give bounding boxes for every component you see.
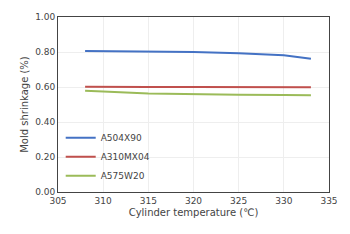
svg-text:A310MX04: A310MX04 xyxy=(101,152,150,162)
svg-text:0.40: 0.40 xyxy=(35,117,55,127)
svg-text:0.80: 0.80 xyxy=(35,47,55,57)
svg-text:320: 320 xyxy=(185,196,202,206)
svg-text:325: 325 xyxy=(230,196,247,206)
svg-text:310: 310 xyxy=(95,196,112,206)
svg-text:305: 305 xyxy=(49,196,66,206)
svg-text:A504X90: A504X90 xyxy=(101,133,142,143)
svg-text:0.60: 0.60 xyxy=(35,82,55,92)
svg-text:A575W20: A575W20 xyxy=(101,171,145,181)
svg-text:330: 330 xyxy=(275,196,292,206)
svg-text:0.20: 0.20 xyxy=(35,152,55,162)
svg-text:Mold shrinkage (%): Mold shrinkage (%) xyxy=(19,56,30,153)
svg-text:Cylinder temperature (℃): Cylinder temperature (℃) xyxy=(129,207,259,218)
svg-text:335: 335 xyxy=(320,196,337,206)
svg-text:1.00: 1.00 xyxy=(35,12,55,22)
svg-text:0.00: 0.00 xyxy=(35,187,55,197)
svg-text:315: 315 xyxy=(140,196,157,206)
